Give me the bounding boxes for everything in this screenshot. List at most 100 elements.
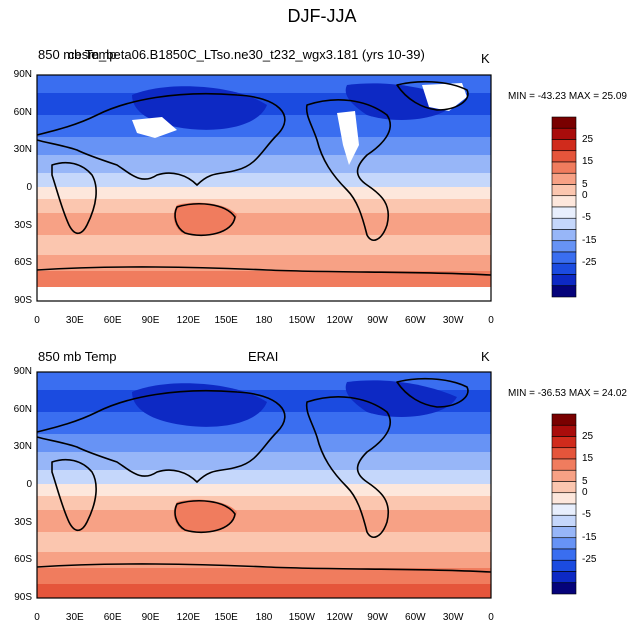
panel1-y-tick: 30N (13, 144, 32, 156)
colorbar-swatch (551, 481, 577, 494)
colorbar-swatch (551, 172, 577, 185)
panel1-colorbar-tick: 15 (582, 156, 594, 167)
panel2-colorbar-tick: 15 (582, 453, 594, 464)
panel1-y-tick: 30S (14, 219, 32, 231)
panel1-x-tick: 150E (214, 315, 238, 326)
panel2-center-string: ERAI (248, 349, 279, 364)
warm-region (173, 202, 237, 236)
coastline (51, 161, 97, 235)
warm-region (173, 499, 237, 533)
panel1-x-tick: 150W (288, 315, 315, 326)
panel1-colorbar-tick: 0 (582, 189, 588, 201)
panel2-x-tick: 90E (141, 612, 160, 623)
temperature-band (37, 137, 491, 155)
coastline (174, 500, 236, 534)
panel1-x-tick: 60W (405, 315, 426, 326)
masked-region (37, 287, 491, 301)
panel1-y-tick: 60S (14, 257, 32, 269)
colorbar-swatch (551, 548, 577, 561)
panel1-map (36, 74, 492, 302)
panel1-colorbar-tick: 5 (582, 178, 588, 190)
temperature-band (37, 115, 491, 137)
panel1-x-tick: 30W (442, 315, 464, 326)
temperature-band (37, 434, 491, 452)
colorbar-swatch (551, 217, 577, 230)
panel1-y-tick: 90N (13, 69, 32, 80)
temperature-band (37, 255, 491, 271)
panel2-y-tick: 30S (14, 516, 32, 528)
panel1-x-tick: 0 (488, 315, 494, 326)
panel1-x-tick: 30E (65, 315, 84, 326)
panel1-continents (36, 80, 492, 276)
colorbar-swatch (551, 251, 577, 264)
colorbar-swatch (551, 184, 577, 197)
coastline (174, 203, 236, 237)
colorbar-swatch (551, 413, 577, 426)
panel1-left-string: 850 mb Temp (38, 47, 117, 62)
colorbar-swatch (551, 150, 577, 163)
panel1-colorbar (551, 116, 577, 298)
panel2-y-tick: 0 (26, 479, 32, 490)
colorbar-swatch (551, 436, 577, 449)
panel1-colorbar-tick: -5 (582, 212, 591, 224)
coastline (396, 377, 469, 408)
coastline (305, 396, 391, 538)
main-title: DJF-JJA (287, 6, 357, 26)
panel2-colorbar-tick: 25 (582, 430, 594, 442)
panel2-x-tick: 30E (65, 612, 84, 623)
temperature-band (37, 532, 491, 552)
panel2-x-tick: 90W (367, 612, 388, 623)
panel2-colorbar (551, 413, 577, 595)
temperature-band (37, 452, 491, 470)
colorbar-swatch (551, 469, 577, 482)
coastline (36, 563, 492, 573)
masked-region (422, 83, 467, 111)
panel2-y-tick: 60N (13, 403, 32, 415)
panel2-min-max: MIN = -36.53 MAX = 24.02 (508, 388, 627, 399)
panel2-left-string: 850 mb Temp (38, 349, 117, 364)
colorbar-swatch (551, 447, 577, 460)
panel2-map (36, 371, 492, 599)
panel2-x-tick: 180 (255, 612, 273, 623)
panel1-x-tick: 180 (255, 315, 273, 326)
temperature-band (37, 235, 491, 255)
temperature-band (37, 568, 491, 584)
colorbar-swatch (551, 206, 577, 219)
panel2-y-tick: 30N (13, 441, 32, 453)
coastline (36, 389, 286, 483)
panel1-y-tick: 0 (26, 182, 32, 193)
panel2-units: K (481, 349, 490, 364)
temperature-band (37, 552, 491, 568)
panel1-x-tick: 90W (367, 315, 388, 326)
colorbar-swatch (551, 285, 577, 298)
panel2-x-tick: 0 (488, 612, 494, 623)
colorbar-swatch (551, 240, 577, 253)
panel2-colorbar-tick: 5 (582, 475, 588, 487)
colorbar-swatch (551, 274, 577, 287)
colorbar-swatch (551, 514, 577, 527)
panel2-x-tick: 0 (34, 612, 40, 623)
coastline (36, 266, 492, 276)
colorbar-swatch (551, 571, 577, 584)
cold-region (132, 383, 267, 427)
temperature-band (37, 213, 491, 235)
colorbar-swatch (551, 503, 577, 516)
colorbar-swatch (551, 116, 577, 129)
panel1-x-tick: 0 (34, 315, 40, 326)
coastline (51, 458, 97, 532)
panel2-y-tick: 60S (14, 554, 32, 566)
temperature-band (37, 496, 491, 510)
panel2-colorbar-tick: -25 (582, 554, 597, 566)
colorbar-swatch (551, 262, 577, 275)
panel1-colorbar-tick: 25 (582, 133, 594, 145)
panel2-colorbar-tick: -5 (582, 509, 591, 521)
colorbar-swatch (551, 195, 577, 208)
temperature-band (37, 271, 491, 287)
colorbar-swatch (551, 492, 577, 505)
colorbar-swatch (551, 458, 577, 471)
panel1-colorbar-tick: -25 (582, 257, 597, 269)
panel1-units: K (481, 51, 490, 66)
temperature-band (37, 484, 491, 496)
temperature-band (37, 155, 491, 173)
colorbar-swatch (551, 127, 577, 140)
